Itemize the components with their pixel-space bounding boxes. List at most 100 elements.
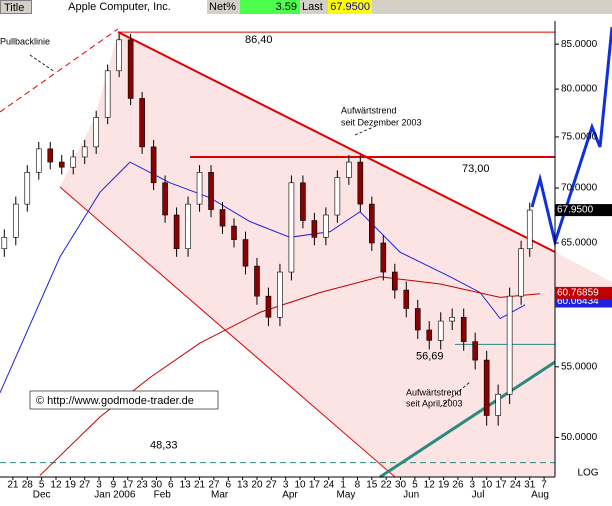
candle-body (35, 148, 42, 173)
annotation: seit Dezember 2003 (341, 117, 422, 127)
x-tick-label: 26 (452, 480, 464, 491)
y-tick-label: 70.0000 (561, 183, 598, 194)
candle-body (139, 98, 145, 148)
candle-body (58, 161, 65, 168)
x-tick-label: 15 (366, 480, 378, 491)
candle-body (231, 225, 237, 240)
candle-body (414, 308, 421, 331)
x-tick-label: 30 (151, 480, 163, 491)
candle-body (196, 172, 203, 205)
annotation: seit April 2003 (406, 398, 463, 408)
candle-body (380, 242, 387, 273)
x-tick-label: 24 (323, 480, 335, 491)
x-tick-label: 23 (137, 480, 149, 491)
candle-body (47, 148, 54, 163)
month-label: Apr (282, 490, 298, 501)
candle-body (369, 203, 375, 244)
candle-body (526, 209, 533, 250)
channel-fill (60, 32, 612, 477)
x-tick-label: 3 (470, 480, 476, 491)
x-tick-label: 1 (340, 480, 346, 491)
month-label: Feb (154, 490, 172, 501)
trend-line (117, 31, 556, 253)
candle-body (403, 289, 410, 309)
pointer (29, 54, 56, 73)
candle-body (300, 182, 306, 221)
y-tick-label: 55.0000 (561, 361, 598, 372)
chart: Pullbacklinie Aufwärtstrend seit Dezembe… (0, 21, 612, 501)
x-tick-label: 27 (208, 480, 220, 491)
month-label: Dec (33, 490, 51, 501)
pointer (354, 124, 379, 136)
candle-body (277, 271, 283, 318)
x-tick-label: 22 (381, 480, 393, 491)
candle-body (460, 316, 467, 342)
x-tick-label: 31 (524, 480, 536, 491)
y-tick-label: 50.0000 (561, 432, 598, 443)
candle-body (242, 239, 249, 267)
candle-body (208, 172, 214, 210)
annotation: Aufwärtstrend (341, 105, 397, 115)
y-tick-label: 75.0000 (561, 132, 598, 143)
copyright: © http://www.godmode-trader.de (36, 395, 194, 407)
level-label: 56,69 (416, 350, 444, 362)
support-line (379, 360, 556, 479)
annotation: Aufwärtstrend (406, 387, 462, 397)
last-value: 67.9500 (328, 0, 372, 14)
level-label: 73,00 (462, 163, 490, 175)
scale-label: LOG (577, 468, 598, 479)
y-tick-label: 85.0000 (561, 39, 598, 50)
y-tick-label: 80.0000 (561, 84, 598, 95)
value-box-label: 60.06434 (557, 296, 599, 307)
candle-body (472, 341, 478, 361)
candle-body (346, 161, 352, 178)
candle-body (311, 220, 318, 238)
month-label: Aug (531, 490, 549, 501)
candle-body (162, 182, 168, 216)
month-label: Jun (403, 490, 419, 501)
candle-body (518, 248, 524, 297)
header-bar: Title Apple Computer, Inc. Net% 3.59 Las… (0, 0, 612, 14)
x-tick-label: 21 (194, 480, 206, 491)
x-tick-label: 12 (50, 480, 62, 491)
candle-body (483, 359, 490, 416)
candle-body (426, 329, 433, 341)
candle-body (150, 146, 157, 184)
net-label: Net% (209, 1, 236, 13)
candle-body (449, 316, 456, 322)
x-tick-label: 17 (309, 480, 321, 491)
candle-body (254, 265, 260, 297)
x-tick-label: 28 (22, 480, 34, 491)
candle-body (288, 182, 295, 273)
last-label: Last (302, 1, 323, 13)
x-tick-label: 3 (96, 480, 102, 491)
x-tick-label: 6 (168, 480, 174, 491)
x-tick-label: 21 (7, 480, 19, 491)
plot-layer (0, 31, 555, 476)
x-tick-label: 10 (481, 480, 493, 491)
value-box (555, 286, 612, 299)
x-tick-label: 5 (412, 480, 418, 491)
candle-body (24, 172, 31, 205)
level-label: 48,33 (150, 440, 178, 452)
level-label: 86,40 (245, 34, 273, 46)
candle-body (219, 209, 226, 227)
candle-body (391, 271, 398, 291)
candle-body (437, 320, 444, 341)
pointer (439, 381, 471, 408)
candle-body (1, 237, 8, 250)
pullback-line (0, 28, 119, 113)
net-value: 3.59 (240, 0, 300, 14)
value-box (555, 204, 612, 217)
x-tick-label: 8 (355, 480, 361, 491)
candle-body (185, 203, 191, 250)
x-tick-label: 19 (438, 480, 450, 491)
x-tick-label: 20 (251, 480, 263, 491)
value-box-label: 67.9500 (557, 205, 594, 216)
x-tick-label: 7 (541, 480, 547, 491)
x-tick-label: 27 (79, 480, 91, 491)
x-tick-label: 17 (495, 480, 507, 491)
candle-body (506, 295, 513, 395)
header-label: Title (0, 0, 32, 14)
